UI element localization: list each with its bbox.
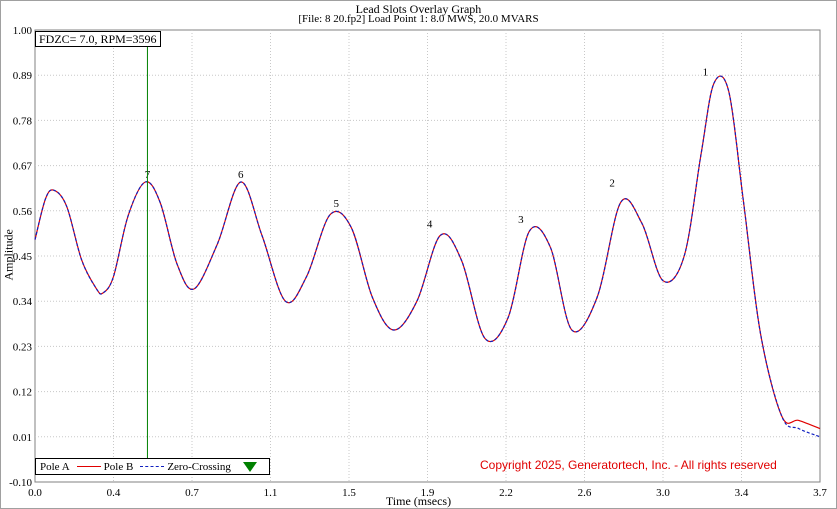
legend-zero-crossing: Zero-Crossing [137, 461, 231, 473]
peak-label: 4 [427, 218, 433, 230]
legend-pole-a-label: Pole A [40, 460, 70, 473]
triangle-down-icon [242, 461, 257, 472]
y-tick-label: 0.45 [13, 251, 33, 263]
y-tick-label: 0.67 [13, 161, 33, 173]
peak-label: 5 [334, 198, 340, 210]
chart-subtitle: [File: 8 20.fp2] Load Point 1: 8.0 MWS, … [298, 13, 539, 25]
legend-pole-b: Pole B [74, 460, 134, 473]
y-tick-label: 0.01 [13, 432, 32, 444]
series-layer [34, 75, 821, 438]
y-tick-label: -0.10 [9, 477, 32, 489]
legend-zero-crossing-label: Zero-Crossing [167, 460, 231, 473]
peak-label: 3 [518, 214, 524, 226]
grid-lines [34, 29, 821, 483]
x-axis-label: Time (msecs) [385, 494, 452, 508]
peak-label: 6 [238, 169, 244, 181]
y-tick-label: 0.56 [13, 206, 33, 218]
tick-labels: -0.100.010.120.230.340.450.560.670.780.8… [9, 25, 827, 499]
y-tick-label: 1.00 [13, 25, 33, 37]
x-tick-label: 1.5 [342, 487, 356, 499]
legend-pole-a: Pole A [40, 461, 70, 473]
peak-label: 2 [609, 177, 615, 189]
legend-pole-b-label: Pole B [103, 460, 134, 473]
x-tick-label: 0.0 [28, 487, 42, 499]
x-tick-label: 2.2 [499, 487, 513, 499]
y-tick-label: 0.12 [13, 387, 32, 399]
x-tick-label: 3.4 [735, 487, 749, 499]
x-tick-label: 0.4 [107, 487, 121, 499]
x-tick-label: 2.6 [578, 487, 592, 499]
legend: Pole A Pole B Zero-Crossing [35, 458, 270, 475]
series-line-zero-crossing [34, 75, 821, 438]
x-tick-label: 1.9 [421, 487, 435, 499]
x-tick-label: 3.0 [656, 487, 670, 499]
x-tick-label: 0.7 [185, 487, 199, 499]
y-tick-label: 0.78 [13, 115, 33, 127]
y-tick-label: 0.34 [13, 296, 33, 308]
chart-title: Lead Slots Overlay Graph [355, 2, 482, 16]
legend-pole-b-swatch [76, 466, 101, 467]
legend-zero-crossing-swatch [140, 466, 165, 467]
y-tick-label: 0.23 [13, 341, 33, 353]
peak-label: 1 [703, 66, 709, 78]
x-tick-label: 1.1 [264, 487, 278, 499]
y-axis-label: Amplitude [1, 229, 16, 281]
x-tick-label: 3.7 [813, 487, 827, 499]
y-tick-label: 0.89 [13, 70, 33, 82]
cursor-readout: FDZC= 7.0, RPM=3596 [35, 31, 161, 47]
copyright-notice: Copyright 2025, Generatortech, Inc. - Al… [480, 458, 777, 472]
